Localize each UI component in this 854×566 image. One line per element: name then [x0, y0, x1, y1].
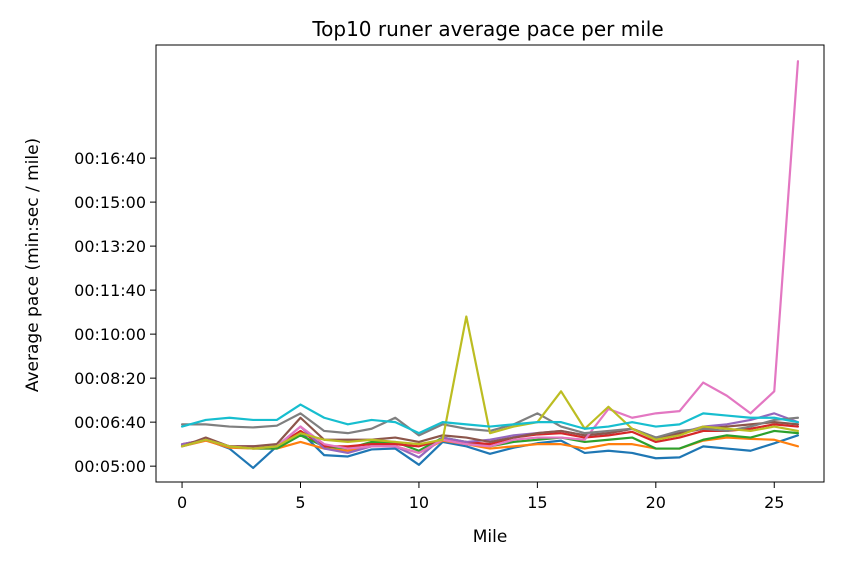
- y-tick-label: 00:10:00: [74, 325, 146, 344]
- series-line-9: [180, 315, 800, 450]
- y-tick-label: 00:05:00: [74, 457, 146, 476]
- x-tick-label: 5: [295, 493, 305, 512]
- x-axis-label: Mile: [473, 527, 508, 547]
- x-tick-label: 25: [764, 493, 784, 512]
- y-tick-label: 00:11:40: [74, 281, 146, 300]
- series-layer: [180, 60, 800, 470]
- chart-title: Top10 runer average pace per mile: [311, 17, 663, 41]
- x-tick-label: 0: [177, 493, 187, 512]
- x-tick-label: 10: [409, 493, 429, 512]
- series-line-1: [180, 430, 800, 470]
- x-axis: 0 5 10 15 20 25: [177, 482, 784, 512]
- y-tick-label: 00:15:00: [74, 193, 146, 212]
- y-tick-label: 00:08:20: [74, 369, 146, 388]
- y-axis: 00:05:00 00:06:40 00:08:20 00:10:00 00:11:40…: [74, 149, 156, 476]
- x-tick-label: 20: [646, 493, 666, 512]
- series-line-10: [180, 403, 800, 435]
- x-tick-label: 15: [527, 493, 547, 512]
- plot-frame: [155, 44, 825, 483]
- y-tick-label: 00:06:40: [74, 413, 146, 432]
- y-tick-label: 00:16:40: [74, 149, 146, 168]
- series-line-7: [180, 60, 800, 455]
- y-tick-label: 00:13:20: [74, 237, 146, 256]
- y-axis-label: Average pace (min:sec / mile): [23, 138, 43, 392]
